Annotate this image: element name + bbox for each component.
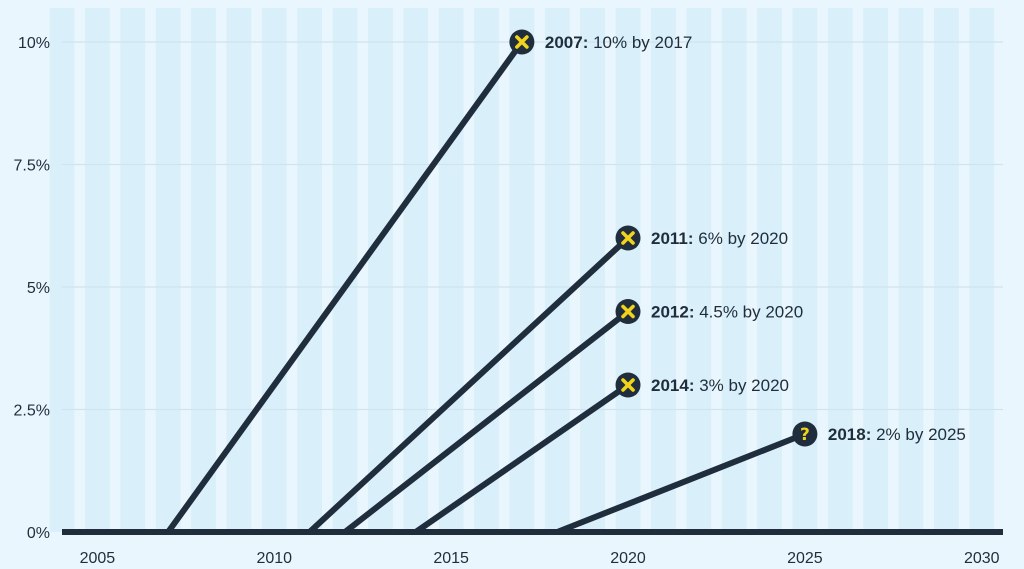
grid-band (686, 8, 712, 532)
grid-bands (49, 8, 995, 532)
annotation-text: 2% by 2025 (871, 425, 966, 444)
target-annotation: 2007: 10% by 2017 (545, 33, 692, 52)
annotation-text: 6% by 2020 (694, 229, 789, 248)
x-tick-label: 2025 (787, 550, 823, 567)
x-icon (621, 231, 635, 245)
y-tick-label: 10% (18, 35, 50, 52)
x-icon (621, 304, 635, 319)
grid-band (721, 8, 747, 532)
annotation-year: 2007: (545, 33, 588, 52)
x-tick-label: 2005 (80, 550, 116, 567)
target-annotation: 2018: 2% by 2025 (828, 425, 966, 444)
annotation-text: 10% by 2017 (588, 33, 692, 52)
annotation-year: 2014: (651, 376, 694, 395)
series-line (554, 431, 808, 535)
grid-band (191, 8, 216, 532)
series-line (412, 382, 632, 535)
grid-band (226, 8, 252, 532)
series-line (165, 39, 525, 535)
grid-band (651, 8, 676, 532)
annotation-year: 2018: (828, 425, 871, 444)
grid-band (934, 8, 959, 532)
series-lines (165, 39, 808, 535)
annotation-text: 3% by 2020 (694, 376, 789, 395)
y-tick-label: 5% (27, 280, 50, 297)
y-tick-label: 2.5% (14, 403, 50, 420)
target-annotation: 2014: 3% by 2020 (651, 376, 789, 395)
x-tick-label: 2015 (433, 550, 469, 567)
grid-band (969, 8, 995, 532)
x-icon-stroke (621, 231, 635, 245)
grid-band (544, 8, 570, 532)
x-tick-label: 2010 (256, 550, 292, 567)
grid-band (898, 8, 924, 532)
grid-band (49, 8, 75, 532)
y-tick-label: 7.5% (14, 158, 50, 175)
x-axis: 2005 2010 2015 2020 2025 2030 (80, 550, 1000, 567)
grid-band (332, 8, 358, 532)
grid-band (155, 8, 181, 532)
grid-band (368, 8, 393, 532)
annotation-year: 2011: (651, 229, 694, 248)
grid-band (403, 8, 429, 532)
grid-band (297, 8, 323, 532)
x-icon (515, 35, 529, 49)
grid-band (615, 8, 641, 532)
series-markers: 2007: 10% by 2017 2011: 6% by 2020 2012: 4… (509, 29, 966, 447)
x-tick-label: 2020 (610, 550, 646, 567)
grid-band (792, 8, 818, 532)
target-marker: 2014: 3% by 2020 (615, 372, 789, 398)
x-icon-stroke (515, 35, 529, 49)
x-icon-stroke (621, 378, 635, 392)
annotation-text: 4.5% by 2020 (694, 303, 803, 322)
x-icon-stroke (621, 304, 635, 319)
grid-band (84, 8, 110, 532)
x-tick-label: 2030 (964, 550, 1000, 567)
y-axis: 0% 2.5% 5% 7.5% 10% (14, 35, 50, 542)
question-icon: ? (800, 425, 810, 445)
grid-band (863, 8, 889, 532)
series-line (306, 235, 632, 535)
y-tick-label: 0% (27, 525, 50, 542)
grid-band (509, 8, 535, 532)
target-marker: 2011: 6% by 2020 (615, 225, 788, 251)
target-marker: 2007: 10% by 2017 (509, 29, 692, 55)
grid-band (827, 8, 853, 532)
target-annotation: 2012: 4.5% by 2020 (651, 303, 803, 322)
target-annotation: 2011: 6% by 2020 (651, 229, 788, 248)
target-marker: ? 2018: 2% by 2025 (792, 421, 966, 447)
x-icon (621, 378, 635, 392)
grid-band (120, 8, 146, 532)
grid-band (261, 8, 287, 532)
target-marker: 2012: 4.5% by 2020 (615, 299, 803, 324)
series-line (342, 308, 632, 535)
annotation-year: 2012: (651, 303, 694, 322)
marker-circle (792, 421, 818, 447)
